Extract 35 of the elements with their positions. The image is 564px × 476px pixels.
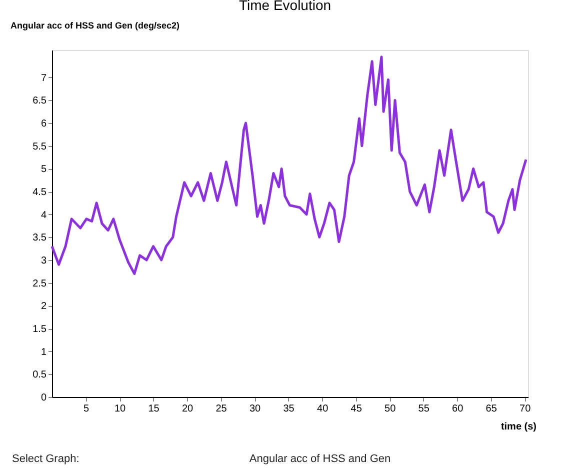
y-tick-label: 6 [40, 118, 47, 130]
y-tick-label: 3.5 [32, 232, 47, 244]
x-tick-label: 15 [148, 404, 160, 414]
y-tick-label: 0 [40, 392, 47, 404]
x-tick-label: 10 [114, 404, 126, 414]
x-axis-title: time (s) [500, 422, 536, 432]
y-tick-label: 5 [40, 164, 47, 176]
x-tick-label: 45 [350, 404, 362, 414]
x-tick-label: 50 [384, 404, 396, 414]
text: Angular acc of HSS and Gen [249, 453, 391, 465]
x-tick-label: 20 [182, 404, 194, 414]
text: Select Graph: [12, 453, 80, 465]
y-tick-label: 4.5 [32, 187, 47, 198]
x-tick-label: 70 [520, 404, 532, 414]
x-tick-label: 65 [486, 404, 498, 414]
y-tick-label: 2 [40, 301, 47, 312]
y-tick-label: 3 [40, 256, 47, 267]
y-tick-label: 1 [40, 346, 47, 358]
y-tick-label: 0.5 [32, 370, 47, 381]
y-tick-label: 7 [40, 72, 47, 84]
x-tick-label: 35 [283, 404, 295, 414]
y-tick-label: 6.5 [32, 96, 47, 107]
y-axis-title: Angular acc of HSS and Gen (deg/sec2) [10, 20, 180, 30]
y-tick-label: 4 [40, 210, 47, 221]
line-series [50, 56, 528, 275]
chart-title: Time Evolution [238, 0, 332, 13]
y-tick-label: 2.5 [32, 278, 47, 290]
x-tick-label: 30 [249, 404, 262, 414]
y-tick-label: 1.5 [32, 324, 47, 336]
y-tick-label: 5.5 [32, 141, 47, 152]
x-tick-label: 25 [216, 404, 228, 414]
x-tick-label: 5 [83, 404, 90, 414]
x-tick-label: 55 [418, 404, 430, 414]
x-tick-label: 40 [317, 404, 329, 414]
x-tick-label: 60 [452, 404, 464, 414]
